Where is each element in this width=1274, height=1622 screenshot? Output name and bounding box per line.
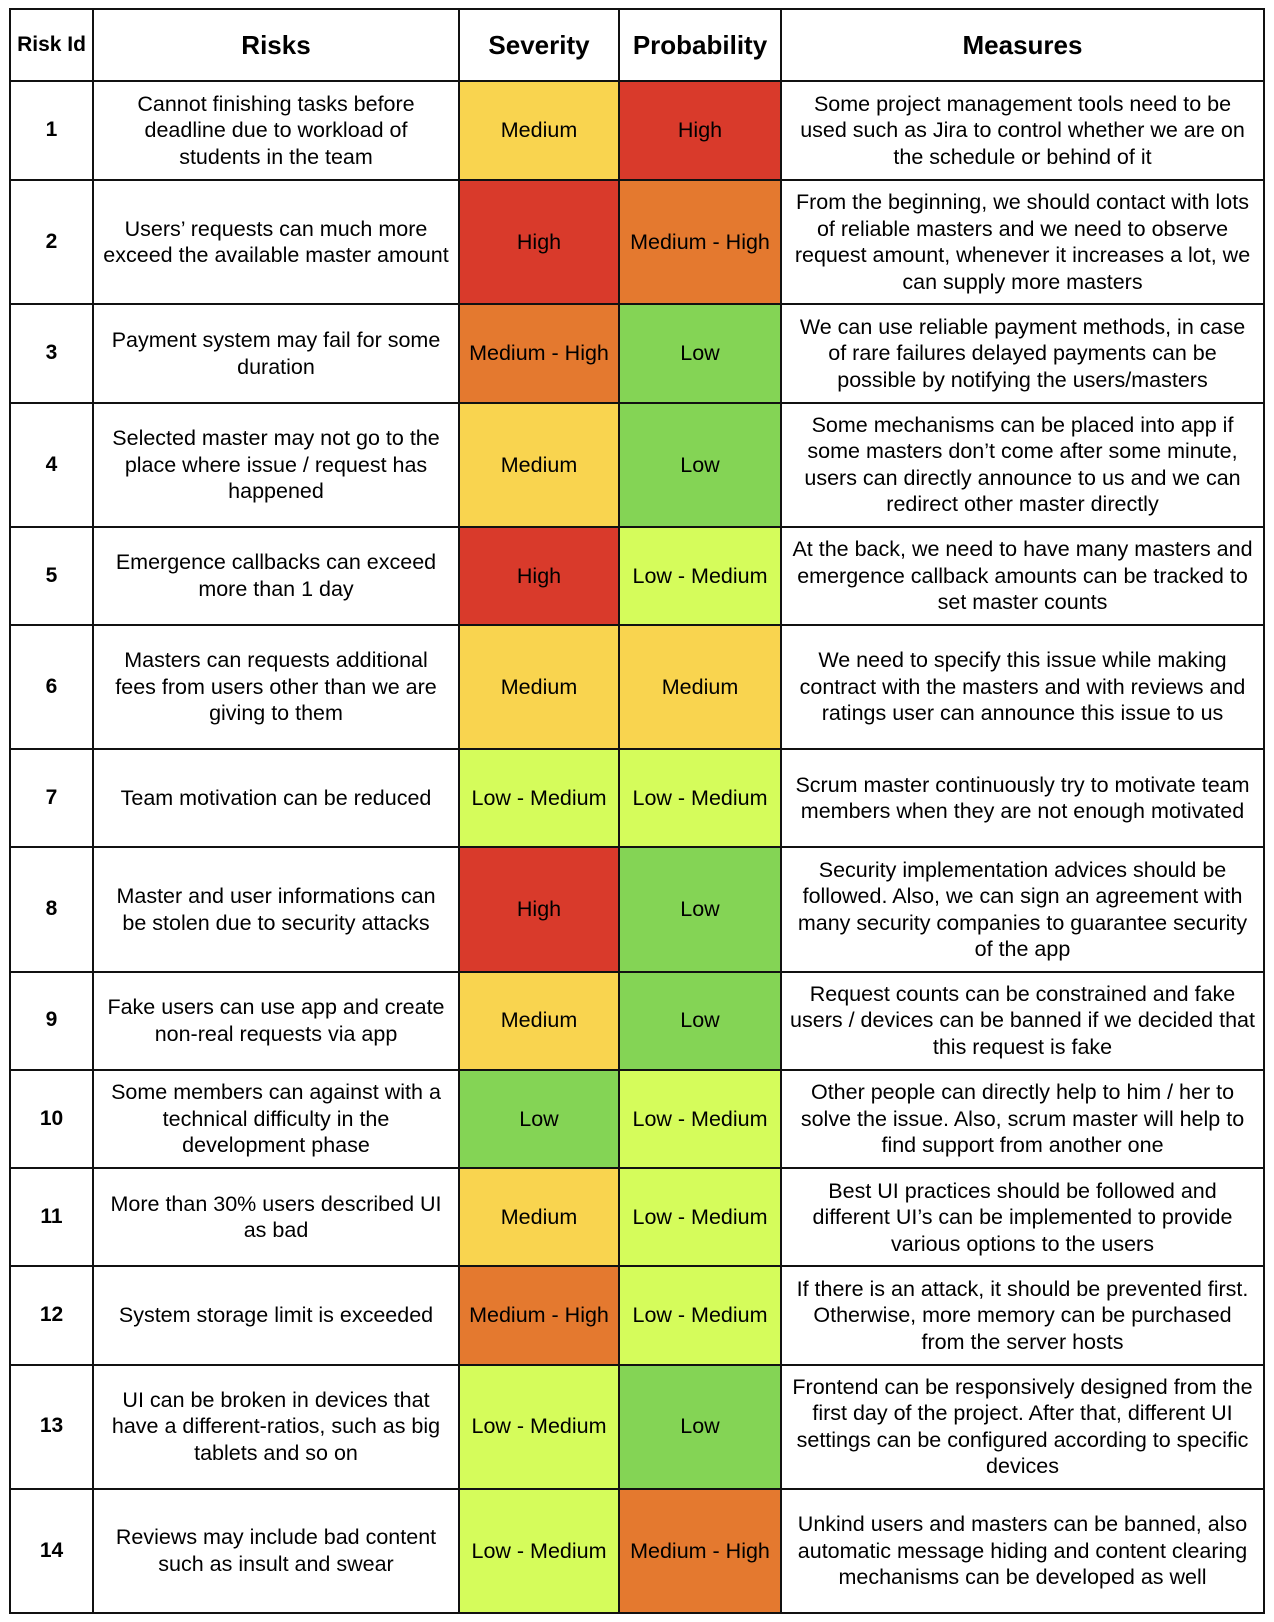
probability-cell: Low	[618, 303, 782, 404]
severity-cell: High	[458, 525, 620, 627]
measures-cell: We need to specify this issue while maki…	[780, 624, 1265, 751]
table-header: Risk Id Risks Severity Probability Measu…	[9, 8, 1265, 82]
risk-id-cell: 9	[9, 970, 94, 1071]
risk-description-cell: Selected master may not go to the place …	[92, 401, 460, 528]
severity-cell: Low	[458, 1068, 620, 1170]
table-row: 13 UI can be broken in devices that have …	[9, 1363, 1265, 1490]
severity-cell: Medium	[458, 1167, 620, 1268]
risk-id-cell: 1	[9, 79, 94, 182]
probability-cell: Low	[618, 970, 782, 1071]
risk-id-cell: 13	[9, 1363, 94, 1490]
table-row: 6 Masters can requests additional fees fr…	[9, 624, 1265, 751]
table-row: 14 Reviews may include bad content such a…	[9, 1487, 1265, 1615]
risk-id-cell: 6	[9, 624, 94, 751]
header-risks: Risks	[92, 8, 460, 82]
severity-cell: Medium	[458, 624, 620, 751]
measures-cell: Some mechanisms can be placed into app i…	[780, 401, 1265, 528]
risk-table: Risk Id Risks Severity Probability Measu…	[9, 8, 1265, 1615]
severity-cell: Low - Medium	[458, 1487, 620, 1615]
severity-cell: Medium	[458, 970, 620, 1071]
risk-description-cell: System storage limit is exceeded	[92, 1265, 460, 1366]
measures-cell: We can use reliable payment methods, in …	[780, 303, 1265, 404]
risk-description-cell: Team motivation can be reduced	[92, 748, 460, 849]
table-row: 8 Master and user informations can be sto…	[9, 846, 1265, 973]
risk-description-cell: Some members can against with a technica…	[92, 1068, 460, 1170]
risk-description-cell: UI can be broken in devices that have a …	[92, 1363, 460, 1490]
measures-cell: Other people can directly help to him / …	[780, 1068, 1265, 1170]
table-row: 10 Some members can against with a techni…	[9, 1068, 1265, 1170]
measures-cell: Unkind users and masters can be banned, …	[780, 1487, 1265, 1615]
table-row: 1 Cannot finishing tasks before deadline …	[9, 79, 1265, 182]
measures-cell: Request counts can be constrained and fa…	[780, 970, 1265, 1071]
table-row: 11 More than 30% users described UI as ba…	[9, 1167, 1265, 1268]
probability-cell: Medium	[618, 624, 782, 751]
measures-cell: Frontend can be responsively designed fr…	[780, 1363, 1265, 1490]
header-severity: Severity	[458, 8, 620, 82]
risk-description-cell: Master and user informations can be stol…	[92, 846, 460, 973]
table-row: 12 System storage limit is exceeded Medium…	[9, 1265, 1265, 1366]
risk-id-cell: 10	[9, 1068, 94, 1170]
risk-id-cell: 2	[9, 179, 94, 306]
probability-cell: Low	[618, 1363, 782, 1490]
measures-cell: Security implementation advices should b…	[780, 846, 1265, 973]
header-row: Risk Id Risks Severity Probability Measu…	[9, 8, 1265, 82]
severity-cell: Medium	[458, 79, 620, 182]
measures-cell: From the beginning, we should contact wi…	[780, 179, 1265, 306]
table-row: 4 Selected master may not go to the place…	[9, 401, 1265, 528]
severity-cell: Medium - High	[458, 1265, 620, 1366]
risk-id-cell: 3	[9, 303, 94, 404]
probability-cell: Low	[618, 401, 782, 528]
measures-cell: Best UI practices should be followed and…	[780, 1167, 1265, 1268]
risk-description-cell: Payment system may fail for some duratio…	[92, 303, 460, 404]
table-row: 5 Emergence callbacks can exceed more tha…	[9, 525, 1265, 627]
probability-cell: Low - Medium	[618, 1265, 782, 1366]
table-body: 1 Cannot finishing tasks before deadline …	[9, 79, 1265, 1615]
header-measures: Measures	[780, 8, 1265, 82]
probability-cell: Low - Medium	[618, 525, 782, 627]
measures-cell: Scrum master continuously try to motivat…	[780, 748, 1265, 849]
severity-cell: Medium	[458, 401, 620, 528]
measures-cell: If there is an attack, it should be prev…	[780, 1265, 1265, 1366]
risk-id-cell: 8	[9, 846, 94, 973]
severity-cell: Low - Medium	[458, 1363, 620, 1490]
risk-id-cell: 12	[9, 1265, 94, 1366]
risk-description-cell: Cannot finishing tasks before deadline d…	[92, 79, 460, 182]
risk-id-cell: 4	[9, 401, 94, 528]
table-row: 7 Team motivation can be reduced Low - Med…	[9, 748, 1265, 849]
header-risk-id: Risk Id	[9, 8, 94, 82]
risk-id-cell: 7	[9, 748, 94, 849]
measures-cell: Some project management tools need to be…	[780, 79, 1265, 182]
risk-id-cell: 11	[9, 1167, 94, 1268]
risk-description-cell: More than 30% users described UI as bad	[92, 1167, 460, 1268]
table-row: 9 Fake users can use app and create non-r…	[9, 970, 1265, 1071]
probability-cell: High	[618, 79, 782, 182]
risk-id-cell: 5	[9, 525, 94, 627]
probability-cell: Medium - High	[618, 179, 782, 306]
table-row: 2 Users’ requests can much more exceed th…	[9, 179, 1265, 306]
severity-cell: High	[458, 846, 620, 973]
severity-cell: Medium - High	[458, 303, 620, 404]
measures-cell: At the back, we need to have many master…	[780, 525, 1265, 627]
probability-cell: Medium - High	[618, 1487, 782, 1615]
risk-description-cell: Emergence callbacks can exceed more than…	[92, 525, 460, 627]
risk-id-cell: 14	[9, 1487, 94, 1615]
probability-cell: Low - Medium	[618, 1068, 782, 1170]
risk-description-cell: Users’ requests can much more exceed the…	[92, 179, 460, 306]
header-probability: Probability	[618, 8, 782, 82]
risk-description-cell: Fake users can use app and create non-re…	[92, 970, 460, 1071]
probability-cell: Low - Medium	[618, 1167, 782, 1268]
table-row: 3 Payment system may fail for some durati…	[9, 303, 1265, 404]
risk-description-cell: Reviews may include bad content such as …	[92, 1487, 460, 1615]
probability-cell: Low	[618, 846, 782, 973]
severity-cell: Low - Medium	[458, 748, 620, 849]
severity-cell: High	[458, 179, 620, 306]
probability-cell: Low - Medium	[618, 748, 782, 849]
risk-description-cell: Masters can requests additional fees fro…	[92, 624, 460, 751]
